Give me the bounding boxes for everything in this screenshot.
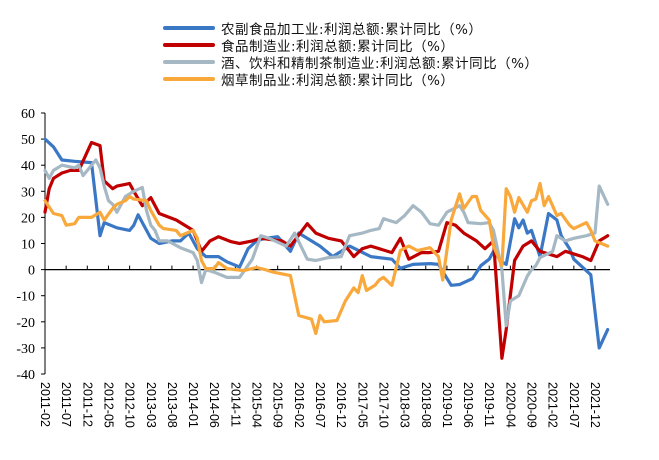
x-tick-label: 2021-02 [546,382,560,428]
x-tick-label: 2020-09 [525,382,539,428]
legend-item: 烟草制品业:利润总额:累计同比（%） [163,70,538,89]
y-tick-label: 30 [21,185,35,200]
y-tick-label: -40 [16,368,35,383]
y-tick-label: 0 [28,264,35,279]
legend-item: 酒、饮料和精制茶制造业:利润总额:累计同比（%） [163,53,539,72]
y-tick-label: -20 [16,316,35,331]
x-tick-label: 2019-06 [461,382,475,428]
y-tick-label: 10 [21,238,35,253]
legend-item: 食品制造业:利润总额:累计同比（%） [163,36,538,55]
y-tick-label: -10 [16,290,35,305]
legend-swatch [163,76,215,81]
legend-swatch [163,42,215,47]
x-tick-label: 2016-02 [292,382,306,428]
series-line-4 [43,181,610,336]
x-tick-label: 2021-07 [567,382,581,428]
legend-swatch [163,25,215,30]
legend-label: 食品制造业:利润总额:累计同比（%） [221,38,455,55]
x-tick-label: 2015-09 [271,382,285,428]
y-tick-label: 20 [21,211,35,226]
legend-label: 烟草制品业:利润总额:累计同比（%） [221,72,455,89]
x-tick-label: 2014-06 [207,382,221,428]
x-tick-label: 2013-08 [165,382,179,428]
x-tick-label: 2019-01 [440,382,454,428]
x-tick-label: 2017-10 [376,382,390,428]
y-tick-label: -30 [16,342,35,357]
x-tick-label: 2011-12 [80,382,94,427]
x-tick-label: 2014-01 [186,382,200,428]
x-tick-label: 2016-07 [313,382,327,428]
x-tick-label: 2020-04 [503,382,517,428]
x-tick-label: 2011-02 [38,382,52,427]
x-tick-label: 2019-11 [482,382,496,427]
legend-swatch [163,59,215,64]
x-tick-label: 2013-03 [144,382,158,428]
y-tick-label: 50 [21,133,35,148]
x-tick-label: 2012-05 [101,382,115,428]
legend-label: 酒、饮料和精制茶制造业:利润总额:累计同比（%） [221,55,539,72]
series-line-1 [43,137,610,350]
x-tick-label: 2021-12 [588,382,602,428]
x-tick-label: 2011-07 [59,382,73,427]
legend: 农副食品加工业:利润总额:累计同比（%） 食品制造业:利润总额:累计同比（%） … [163,19,539,89]
series-lines [43,137,610,360]
x-tick-label: 2016-12 [334,382,348,428]
legend-item: 农副食品加工业:利润总额:累计同比（%） [163,19,538,38]
y-tick-label: 40 [21,159,35,174]
x-tick-label: 2017-05 [355,382,369,428]
x-tick-label: 2015-04 [250,382,264,428]
x-tick-label: 2014-11 [228,382,242,427]
y-tick-label: 60 [21,107,35,122]
x-tick-label: 2018-08 [419,382,433,428]
x-tick-label: 2018-03 [398,382,412,428]
legend-label: 农副食品加工业:利润总额:累计同比（%） [221,21,483,38]
series-line-3 [43,158,610,328]
x-tick-label: 2012-10 [123,382,137,428]
